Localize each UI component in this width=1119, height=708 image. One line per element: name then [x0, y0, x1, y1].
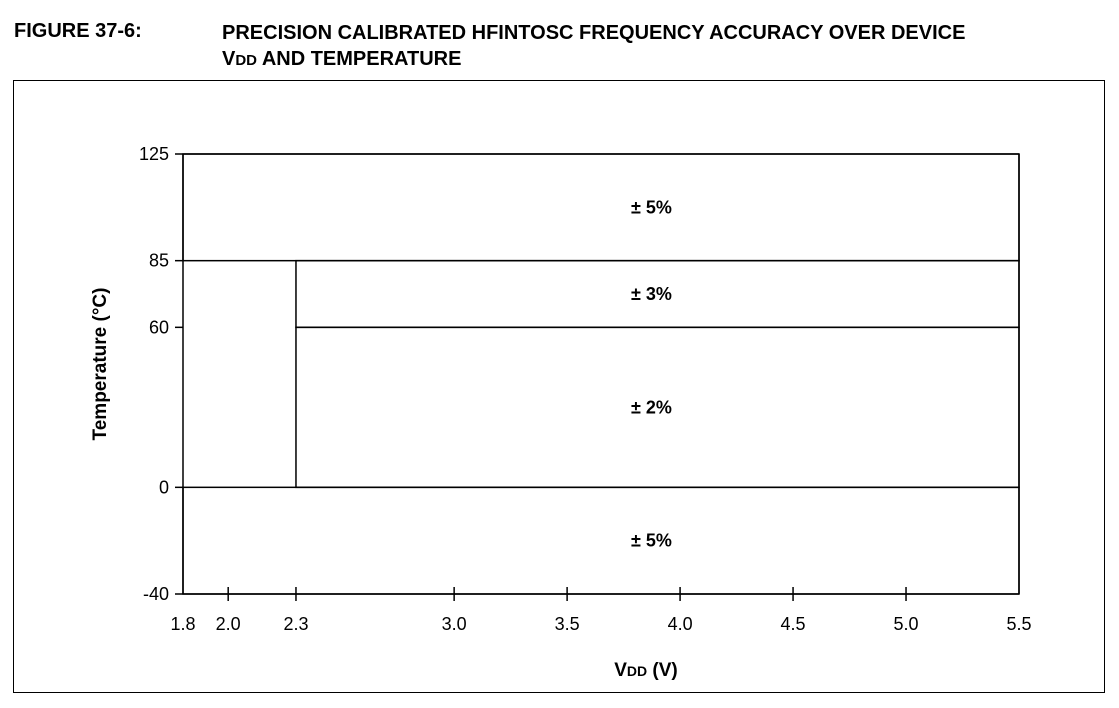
- x-axis-title-main: V: [614, 660, 627, 681]
- x-axis-title: VDD (V): [614, 660, 678, 681]
- x-tick-label: 2.3: [283, 614, 308, 634]
- y-tick-label: 60: [149, 317, 169, 337]
- figure-title: PRECISION CALIBRATED HFINTOSC FREQUENCY …: [222, 20, 1102, 74]
- x-axis-title-sub: DD: [627, 663, 647, 679]
- figure-label: FIGURE 37-6:: [14, 20, 142, 42]
- figure-title-prefix: PRECISION CALIBRATED HFINTOSC FREQUENCY …: [222, 22, 966, 44]
- x-tick-label: 4.5: [781, 614, 806, 634]
- figure-title-suffix: AND TEMPERATURE: [257, 48, 462, 70]
- region-0: [182, 153, 1020, 262]
- x-axis-title-unit: (V): [647, 660, 678, 681]
- x-tick-label: 3.5: [555, 614, 580, 634]
- region-label: ± 5%: [631, 531, 672, 551]
- region-label: ± 2%: [631, 397, 672, 417]
- x-tick-label: 5.5: [1006, 614, 1031, 634]
- x-tick-label: 1.8: [170, 614, 195, 634]
- y-tick-label: 125: [139, 144, 169, 164]
- figure-title-v: V: [222, 48, 236, 70]
- x-tick-label: 2.0: [216, 614, 241, 634]
- region-label: ± 3%: [631, 284, 672, 304]
- x-tick-label: 4.0: [668, 614, 693, 634]
- y-tick-label: 85: [149, 251, 169, 271]
- region-label: ± 5%: [631, 197, 672, 217]
- figure-frame: [13, 80, 1105, 693]
- x-tick-label: 3.0: [442, 614, 467, 634]
- y-tick-label: 0: [159, 477, 169, 497]
- y-tick-label: -40: [143, 584, 169, 604]
- region-3: [182, 486, 1020, 595]
- figure-title-sub: DD: [235, 52, 258, 69]
- y-axis-title: Temperature (°C): [90, 288, 111, 441]
- x-tick-label: 5.0: [894, 614, 919, 634]
